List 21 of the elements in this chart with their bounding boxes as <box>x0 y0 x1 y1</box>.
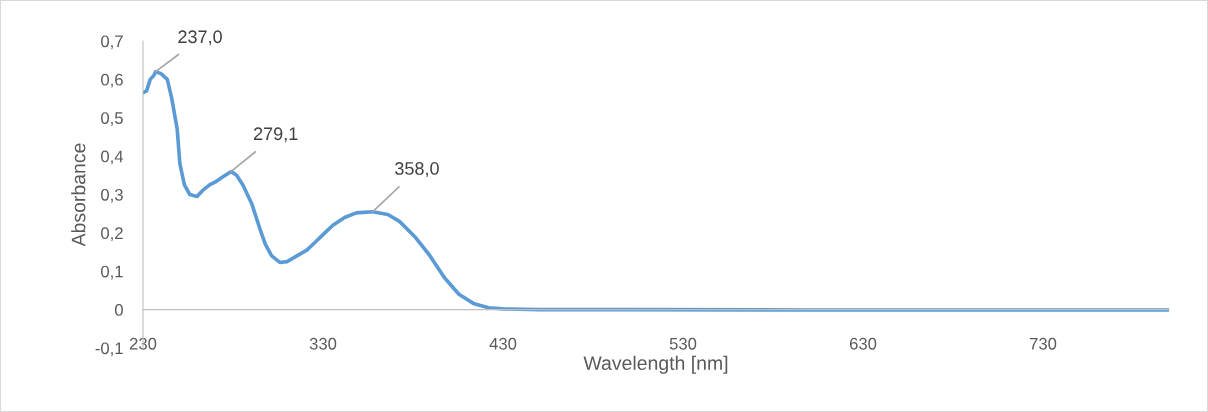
y-tick-label: 0,7 <box>101 35 123 50</box>
y-axis-title: Absorbance <box>71 143 86 247</box>
x-tick-label: 430 <box>489 337 517 350</box>
x-tick-label: 730 <box>1029 337 1057 350</box>
line-series <box>143 69 1169 312</box>
x-tick-label: 530 <box>669 337 697 350</box>
y-tick-label: 0,6 <box>101 73 123 88</box>
annotation: 279,1 <box>253 127 298 143</box>
y-tick-label: 0,5 <box>101 112 123 126</box>
x-tick-label: 330 <box>309 337 337 350</box>
y-tick-label: 0,3 <box>101 188 123 203</box>
x-axis-title: Wavelength [nm] <box>583 355 728 374</box>
y-tick-label: 0,2 <box>101 227 123 242</box>
y-tick-label: 0,4 <box>101 150 124 165</box>
x-tick-label: 630 <box>849 337 877 350</box>
annotation: 358,0 <box>395 162 439 177</box>
y-tick-label: 0,1 <box>101 265 123 280</box>
annotation: 237,0 <box>178 30 222 46</box>
x-tick-label: 230 <box>129 337 157 350</box>
y-tick-label: -0,1 <box>95 342 123 357</box>
y-tick-label: 0 <box>114 304 123 316</box>
